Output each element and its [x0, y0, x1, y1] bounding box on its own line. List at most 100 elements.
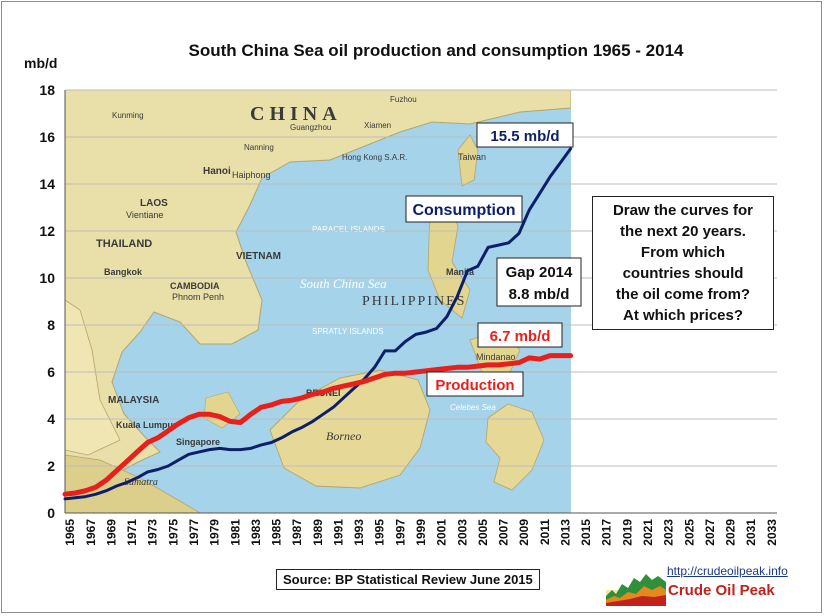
x-tick-label: 2015: [579, 519, 593, 546]
annotation-consumption-end: 15.5 mb/d: [476, 122, 574, 148]
series-line-consumption: [63, 147, 573, 501]
x-tick-label: 2011: [538, 519, 552, 545]
x-tick-label: 2027: [703, 519, 717, 546]
y-tick-label: 12: [39, 223, 55, 239]
map-label-hong-kong: Hong Kong S.A.R.: [342, 153, 407, 162]
x-tick-label: 2005: [476, 519, 490, 546]
map-label-malaysia: MALAYSIA: [108, 395, 159, 406]
brand-name: Crude Oil Peak: [668, 582, 775, 599]
gap-label-line1: Gap 2014: [506, 264, 573, 281]
x-tick-label: 1973: [146, 519, 160, 546]
map-label-philippines: PHILIPPINES: [362, 294, 466, 309]
note-line-2: the next 20 years.: [620, 223, 746, 240]
series-line-production: [62, 353, 574, 497]
axes: [64, 90, 777, 514]
map-label-taiwan: Taiwan: [458, 152, 486, 162]
x-tick-labels: 1965 1967 1969 1971 1973 1975 1977 1979 1981 1983…: [63, 519, 779, 546]
map-label-guangzhou: Guangzhou: [290, 123, 331, 132]
x-tick-label: 1965: [63, 519, 77, 546]
y-tick-label: 18: [39, 82, 55, 98]
x-tick-label: 2017: [600, 519, 614, 546]
x-tick-label: 1981: [228, 519, 242, 546]
production-end-label: 6.7 mb/d: [490, 328, 551, 345]
question-note: Draw the curves for the next 20 years. F…: [592, 196, 774, 330]
note-line-1: Draw the curves for: [612, 202, 754, 219]
x-tick-label: 1993: [352, 519, 366, 546]
x-tick-label: 1991: [331, 519, 345, 546]
map-label-xiamen: Xiamen: [364, 121, 391, 130]
map-label-haiphong: Haiphong: [232, 170, 271, 180]
map-label-kunming: Kunming: [112, 111, 144, 120]
map-label-vietnam: VIETNAM: [236, 251, 281, 262]
map-label-phnom-penh: Phnom Penh: [172, 292, 224, 302]
brand-url-link[interactable]: http://crudeoilpeak.info: [667, 564, 788, 578]
consumption-label: Consumption: [412, 202, 515, 219]
x-tick-label: 1987: [290, 519, 304, 546]
map-label-mindanao: Mindanao: [476, 352, 516, 362]
x-tick-label: 2019: [620, 519, 634, 546]
x-tick-label: 1969: [104, 519, 118, 546]
map-label-kuala-lumpur: Kuala Lumpur: [116, 420, 177, 430]
y-tick-label: 16: [39, 129, 55, 145]
x-tick-label: 2029: [724, 519, 738, 546]
y-tick-label: 2: [47, 458, 55, 474]
map-label-celebes-sea: Celebes Sea: [450, 403, 496, 412]
annotation-production: Production: [426, 371, 524, 397]
chart-title: South China Sea oil production and consu…: [189, 41, 685, 60]
x-tick-label: 1983: [249, 519, 263, 546]
map-label-china: CHINA: [250, 103, 342, 125]
x-tick-label: 1975: [166, 519, 180, 546]
x-tick-label: 2023: [662, 519, 676, 546]
x-tick-label: 2031: [744, 519, 758, 546]
production-label: Production: [435, 377, 514, 394]
x-tick-label: 2033: [765, 519, 779, 546]
annotation-gap: Gap 2014 8.8 mb/d: [496, 257, 582, 307]
map-label-nanning: Nanning: [244, 143, 274, 152]
map-label-cambodia: CAMBODIA: [170, 281, 220, 291]
map-label-sumatra: Sumatra: [124, 477, 158, 488]
y-tick-labels: 0 2 4 6 8 10 12 14 16 18: [39, 82, 55, 521]
y-tick-label: 10: [39, 270, 55, 286]
x-tick-label: 1997: [393, 519, 407, 546]
y-tick-label: 6: [47, 364, 55, 380]
x-tick-label: 2013: [558, 519, 572, 546]
x-tick-label: 2007: [497, 519, 511, 546]
y-tick-label: 0: [47, 505, 55, 521]
x-tick-label: 1995: [373, 519, 387, 546]
x-tick-label: 1979: [208, 519, 222, 546]
map-label-paracel: PARACEL ISLANDS: [312, 225, 385, 234]
note-line-6: At which prices?: [622, 307, 744, 324]
map-label-hanoi: Hanoi: [203, 166, 231, 177]
x-tick-label: 1989: [311, 519, 325, 546]
note-line-4: countries should: [622, 265, 744, 282]
map-label-thailand: THAILAND: [96, 238, 152, 250]
consumption-end-label: 15.5 mb/d: [490, 128, 559, 145]
map-label-manila: Manila: [446, 267, 475, 277]
x-tick-label: 2021: [641, 519, 655, 546]
x-tick-label: 2025: [682, 519, 696, 546]
x-tick-label: 2009: [517, 519, 531, 546]
x-tick-label: 1977: [187, 519, 201, 546]
map-label-singapore: Singapore: [176, 437, 220, 447]
gap-label-line2: 8.8 mb/d: [509, 286, 570, 303]
x-tick-label: 1999: [414, 519, 428, 546]
annotation-consumption: Consumption: [405, 195, 523, 223]
x-tick-label: 1967: [84, 519, 98, 546]
x-tick-label: 1985: [270, 519, 284, 546]
note-line-3: From which: [640, 244, 726, 261]
x-tick-label: 1971: [125, 519, 139, 546]
map-label-fuzhou: Fuzhou: [390, 95, 417, 104]
source-note: Source: BP Statistical Review June 2015: [276, 569, 540, 590]
map-label-vientiane: Vientiane: [126, 210, 163, 220]
y-axis-label: mb/d: [24, 55, 57, 71]
y-tick-label: 8: [47, 317, 55, 333]
x-tick-label: 2001: [435, 519, 449, 546]
brand-logo-icon: [606, 574, 666, 606]
note-line-5: the oil come from?: [615, 286, 751, 303]
map-label-bangkok: Bangkok: [104, 267, 143, 277]
map-label-south-china-sea: South China Sea: [300, 276, 387, 291]
y-tick-label: 4: [47, 411, 55, 427]
map-label-laos: LAOS: [140, 198, 168, 209]
